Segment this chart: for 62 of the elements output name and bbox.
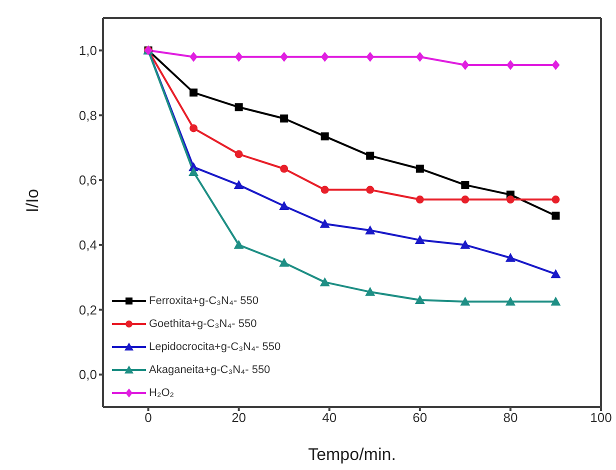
y-tick-label: 0,2 <box>78 302 97 318</box>
x-tick-label: 0 <box>144 410 152 426</box>
legend-label: Ferroxita+g-C₃N₄- 550 <box>149 294 259 306</box>
point <box>550 296 561 306</box>
point <box>414 235 425 244</box>
x-tick-label: 40 <box>322 410 337 426</box>
point <box>320 132 329 140</box>
y-tick-label: 1,0 <box>78 43 97 58</box>
point <box>416 164 424 173</box>
point <box>280 164 288 173</box>
legend-label: H₂O₂ <box>149 386 174 398</box>
point <box>461 180 470 189</box>
point <box>320 218 330 228</box>
point <box>234 103 243 112</box>
y-axis-title: I/Io <box>23 188 42 212</box>
point <box>279 201 290 210</box>
point <box>280 114 288 122</box>
point <box>366 52 374 62</box>
y-tick-label: 0,6 <box>78 172 97 188</box>
point <box>234 240 244 249</box>
point <box>550 269 561 278</box>
point <box>320 277 330 286</box>
x-tick-label: 60 <box>412 410 428 426</box>
point <box>188 166 199 176</box>
legend-label: Goethita+g-C₃N₄- 550 <box>149 318 257 330</box>
legend-label: Lepidocrocita+g-C₃N₄- 550 <box>149 340 281 352</box>
point <box>366 152 374 160</box>
legend-label: Akaganeita+g-C₃N₄- 550 <box>149 364 270 376</box>
point <box>416 196 424 204</box>
point <box>414 295 425 304</box>
point <box>366 186 374 194</box>
point <box>552 196 560 204</box>
x-tick-label: 20 <box>232 410 246 426</box>
point <box>234 180 244 189</box>
y-tick-label: 0,8 <box>78 108 97 123</box>
x-tick-label: 80 <box>503 410 518 426</box>
point <box>365 225 376 234</box>
point <box>552 60 560 70</box>
point <box>461 196 470 204</box>
x-tick-label: 100 <box>590 410 612 426</box>
point <box>416 52 424 62</box>
point <box>552 212 560 220</box>
point <box>190 124 198 132</box>
point <box>365 286 376 296</box>
point <box>506 196 514 204</box>
point <box>190 88 198 97</box>
point <box>505 296 516 306</box>
y-tick-label: 0,0 <box>78 367 97 382</box>
y-tick-label: 0,4 <box>78 238 97 253</box>
point <box>460 296 470 306</box>
point <box>190 52 198 62</box>
point <box>234 52 243 62</box>
point <box>460 240 470 249</box>
point <box>320 52 329 62</box>
point <box>506 60 514 70</box>
point <box>234 150 243 158</box>
point <box>279 258 290 267</box>
point <box>505 252 516 262</box>
x-axis-title: Tempo/min. <box>308 445 396 464</box>
point <box>461 60 470 70</box>
point <box>320 186 329 194</box>
point <box>280 52 288 62</box>
